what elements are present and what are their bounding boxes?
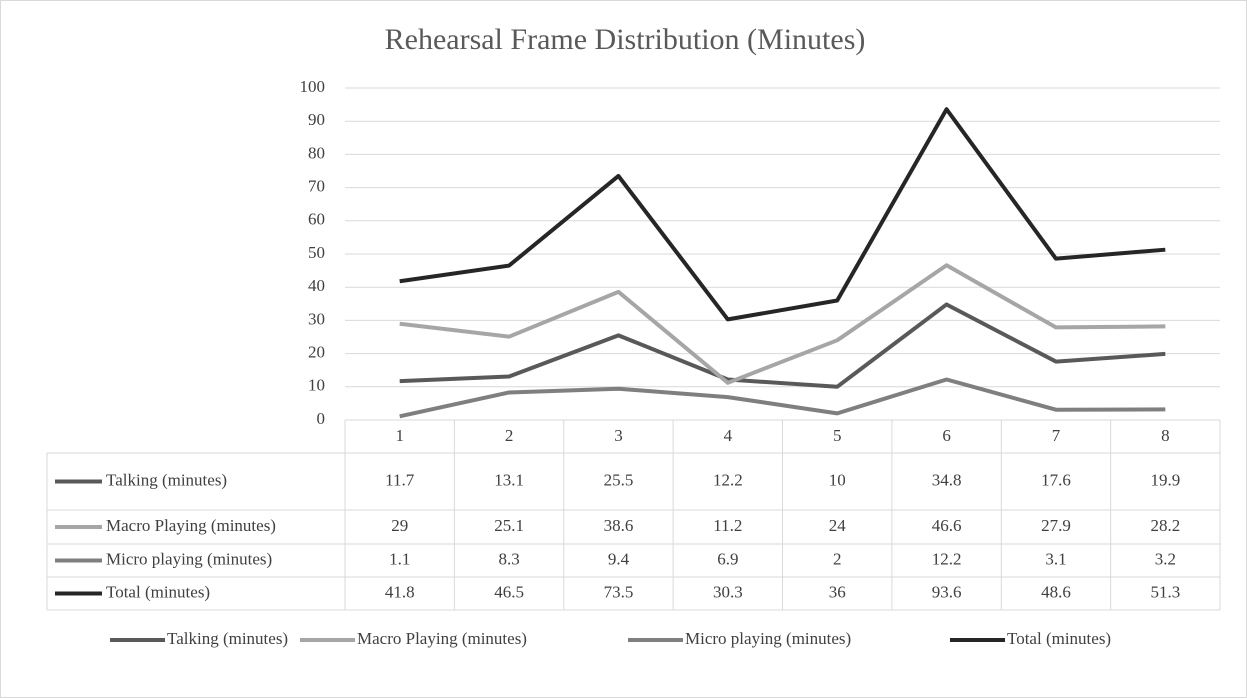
- y-tick-label: 30: [308, 309, 325, 328]
- table-cell: 34.8: [932, 470, 962, 489]
- table-cell: 41.8: [385, 582, 415, 601]
- table-cell: 11.7: [385, 470, 415, 489]
- table-cell: 27.9: [1041, 516, 1071, 535]
- y-tick-label: 60: [308, 210, 325, 229]
- table-cell: 24: [829, 516, 847, 535]
- table-cell: 73.5: [604, 582, 634, 601]
- y-tick-label: 80: [308, 143, 325, 162]
- table-cell: 25.1: [494, 516, 524, 535]
- table-cell: 12.2: [932, 549, 962, 568]
- table-cell: 46.5: [494, 582, 524, 601]
- table-cell: 25.5: [604, 470, 634, 489]
- legend-label: Micro playing (minutes): [685, 629, 851, 648]
- table-cell: 38.6: [604, 516, 634, 535]
- legend-label: Talking (minutes): [167, 629, 288, 648]
- table-cell: 3.1: [1045, 549, 1066, 568]
- table-row-label: Macro Playing (minutes): [106, 516, 276, 535]
- y-tick-label: 20: [308, 343, 325, 362]
- x-tick-label: 7: [1052, 426, 1061, 445]
- line-series: [399, 263, 1166, 385]
- table-cell: 51.3: [1150, 582, 1180, 601]
- table-cell: 29: [391, 516, 408, 535]
- y-tick-label: 50: [308, 243, 325, 262]
- legend-label: Total (minutes): [1007, 629, 1111, 648]
- table-cell: 36: [829, 582, 846, 601]
- table-cell: 10: [829, 470, 846, 489]
- line-series: [399, 107, 1166, 322]
- x-tick-label: 8: [1161, 426, 1170, 445]
- y-tick-label: 90: [308, 110, 325, 129]
- table-cell: 3.2: [1155, 549, 1176, 568]
- table-cell: 46.6: [932, 516, 962, 535]
- x-tick-label: 1: [395, 426, 404, 445]
- table-cell: 8.3: [498, 549, 519, 568]
- table-cell: 1.1: [389, 549, 410, 568]
- table-row-label: Total (minutes): [106, 582, 210, 601]
- y-tick-label: 10: [308, 376, 325, 395]
- legend-label: Macro Playing (minutes): [357, 629, 527, 648]
- x-tick-label: 5: [833, 426, 842, 445]
- line-series: [399, 302, 1166, 389]
- table-cell: 12.2: [713, 470, 743, 489]
- table-cell: 48.6: [1041, 582, 1071, 601]
- table-cell: 19.9: [1150, 470, 1180, 489]
- table-cell: 93.6: [932, 582, 962, 601]
- x-tick-label: 4: [724, 426, 733, 445]
- line-series: [399, 377, 1166, 419]
- y-tick-label: 40: [308, 276, 325, 295]
- y-tick-label: 70: [308, 177, 325, 196]
- table-row-label: Talking (minutes): [106, 470, 227, 489]
- table-cell: 30.3: [713, 582, 743, 601]
- table-cell: 6.9: [717, 549, 738, 568]
- chart-title: Rehearsal Frame Distribution (Minutes): [385, 23, 866, 56]
- x-tick-label: 3: [614, 426, 623, 445]
- y-tick-label: 100: [300, 77, 326, 96]
- x-tick-label: 2: [505, 426, 514, 445]
- y-tick-label: 0: [317, 409, 326, 428]
- x-tick-label: 6: [942, 426, 951, 445]
- table-cell: 28.2: [1150, 516, 1180, 535]
- table-cell: 17.6: [1041, 470, 1071, 489]
- table-cell: 9.4: [608, 549, 630, 568]
- table-cell: 13.1: [494, 470, 524, 489]
- table-cell: 2: [833, 549, 842, 568]
- table-row-label: Micro playing (minutes): [106, 549, 272, 568]
- table-cell: 11.2: [713, 516, 742, 535]
